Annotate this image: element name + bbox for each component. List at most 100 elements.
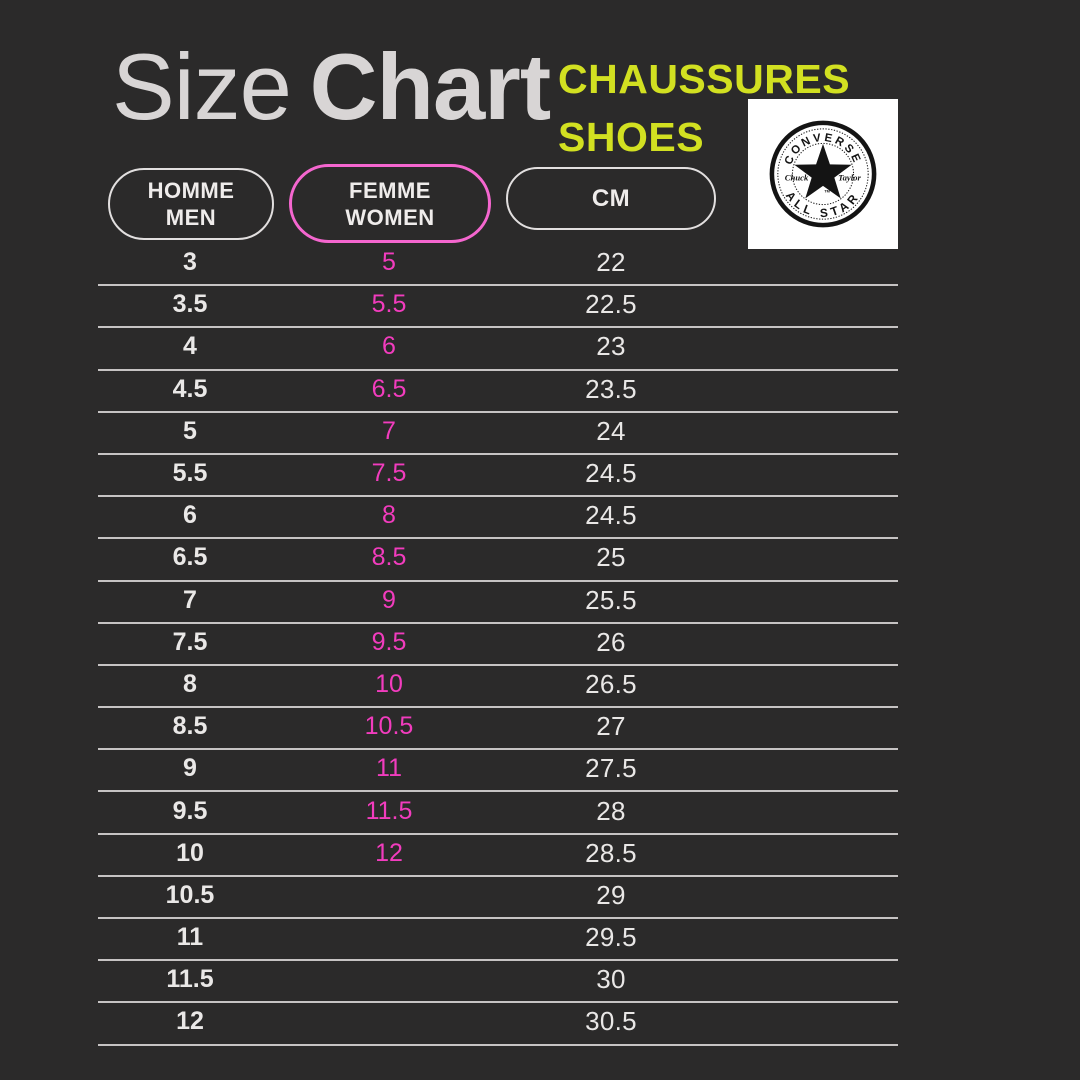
cell-spacer — [726, 286, 898, 326]
cell-women: 9.5 — [371, 627, 407, 656]
table-row: 3 5 22 — [98, 244, 898, 287]
column-header-women-line1: FEMME — [349, 177, 431, 203]
cell-men: 3 — [183, 248, 197, 277]
table-row: 9 11 27.5 — [98, 750, 898, 793]
column-header-cm: CM — [506, 167, 716, 230]
cell-women: 11.5 — [365, 796, 413, 825]
cell-spacer — [726, 624, 898, 664]
cell-cm: 25.5 — [585, 584, 637, 615]
cell-women: 9 — [382, 585, 396, 614]
cell-cm: 22.5 — [585, 289, 637, 320]
cell-men: 5 — [183, 416, 197, 445]
table-row: 4.5 6.5 23.5 — [98, 371, 898, 413]
table-row: 8.5 10.5 27 — [98, 708, 898, 751]
table-row: 5 7 24 — [98, 413, 898, 455]
column-header-men-line1: HOMME — [147, 178, 235, 203]
cell-women: 8 — [382, 501, 396, 530]
cell-cm: 23.5 — [585, 373, 637, 404]
cell-men: 11.5 — [166, 965, 214, 994]
cell-women: 6 — [382, 332, 396, 361]
cell-cm: 27 — [596, 711, 626, 742]
cell-cm: 24 — [596, 415, 626, 446]
table-row: 7.5 9.5 26 — [98, 624, 898, 666]
cell-women: 11 — [376, 754, 402, 783]
table-row: 11 29.5 — [98, 919, 898, 962]
table-row: 7 9 25.5 — [98, 582, 898, 624]
cell-cm: 29 — [596, 879, 626, 910]
cell-men: 6.5 — [172, 543, 208, 572]
table-row: 6.5 8.5 25 — [98, 539, 898, 582]
cell-women — [282, 919, 496, 959]
cell-women — [282, 1003, 496, 1043]
cell-cm: 29.5 — [585, 922, 637, 953]
column-header-men: HOMME MEN — [108, 168, 274, 240]
cell-spacer — [726, 961, 898, 1001]
table-row: 9.5 11.5 28 — [98, 792, 898, 835]
cell-women: 10 — [375, 669, 403, 698]
cell-men: 5.5 — [172, 459, 208, 488]
cell-cm: 23 — [596, 331, 626, 362]
cell-men: 10.5 — [165, 880, 215, 909]
cell-women: 8.5 — [371, 543, 407, 572]
cell-women — [282, 961, 496, 1001]
table-row: 10 12 28.5 — [98, 835, 898, 877]
cell-cm: 28.5 — [585, 837, 637, 868]
cell-men: 9.5 — [172, 796, 208, 825]
table-row: 3.5 5.5 22.5 — [98, 286, 898, 329]
column-header-cm-line1: CM — [591, 185, 631, 212]
star-icon — [794, 143, 852, 199]
cell-spacer — [726, 877, 898, 917]
cell-cm: 24.5 — [585, 458, 637, 489]
column-header-men-line2: MEN — [165, 205, 217, 230]
page-title-bold: Chart — [309, 34, 551, 139]
cell-men: 8 — [183, 669, 197, 698]
converse-logo: CONVERSE ALL STAR Chuck Taylor TM — [748, 99, 898, 249]
cell-women: 12 — [375, 838, 403, 867]
logo-script-taylor: Taylor — [838, 172, 861, 182]
cell-spacer — [726, 539, 898, 579]
cell-men: 4 — [183, 332, 197, 361]
table-row: 6 8 24.5 — [98, 497, 898, 540]
cell-men: 10 — [176, 838, 204, 867]
cell-spacer — [726, 750, 898, 790]
cell-spacer — [726, 328, 898, 368]
cell-men: 3.5 — [172, 290, 208, 319]
cell-men: 12 — [176, 1007, 204, 1036]
cell-women: 6.5 — [371, 374, 407, 403]
cell-spacer — [726, 582, 898, 622]
page-title: Size Chart — [112, 37, 551, 137]
cell-men: 8.5 — [172, 712, 208, 741]
converse-all-star-badge-icon: CONVERSE ALL STAR Chuck Taylor TM — [769, 120, 877, 228]
cell-women: 7.5 — [371, 459, 407, 488]
cell-men: 11 — [176, 923, 204, 952]
cell-spacer — [726, 413, 898, 453]
cell-cm: 24.5 — [585, 500, 637, 531]
cell-spacer — [726, 455, 898, 495]
cell-spacer — [726, 1003, 898, 1043]
cell-women: 5.5 — [371, 290, 407, 319]
subtitle-line-2: SHOES — [558, 114, 705, 161]
table-row: 8 10 26.5 — [98, 666, 898, 709]
cell-women: 5 — [382, 248, 396, 277]
table-row: 11.5 30 — [98, 961, 898, 1004]
column-header-women-line2: WOMEN — [345, 204, 435, 230]
cell-spacer — [726, 497, 898, 537]
cell-women: 10.5 — [364, 712, 414, 741]
cell-cm: 25 — [596, 542, 626, 573]
cell-spacer — [726, 835, 898, 875]
cell-cm: 28 — [596, 795, 626, 826]
table-row: 4 6 23 — [98, 328, 898, 371]
cell-women — [282, 877, 496, 917]
cell-women: 7 — [382, 416, 396, 445]
cell-cm: 30.5 — [585, 1006, 637, 1037]
cell-men: 7 — [183, 585, 197, 614]
table-row: 5.5 7.5 24.5 — [98, 455, 898, 498]
cell-spacer — [726, 792, 898, 832]
cell-men: 7.5 — [172, 627, 208, 656]
cell-cm: 26.5 — [585, 668, 637, 699]
cell-spacer — [726, 708, 898, 748]
column-header-women: FEMME WOMEN — [289, 164, 491, 243]
cell-men: 6 — [183, 501, 197, 530]
table-row: 10.5 29 — [98, 877, 898, 919]
cell-spacer — [726, 244, 898, 284]
